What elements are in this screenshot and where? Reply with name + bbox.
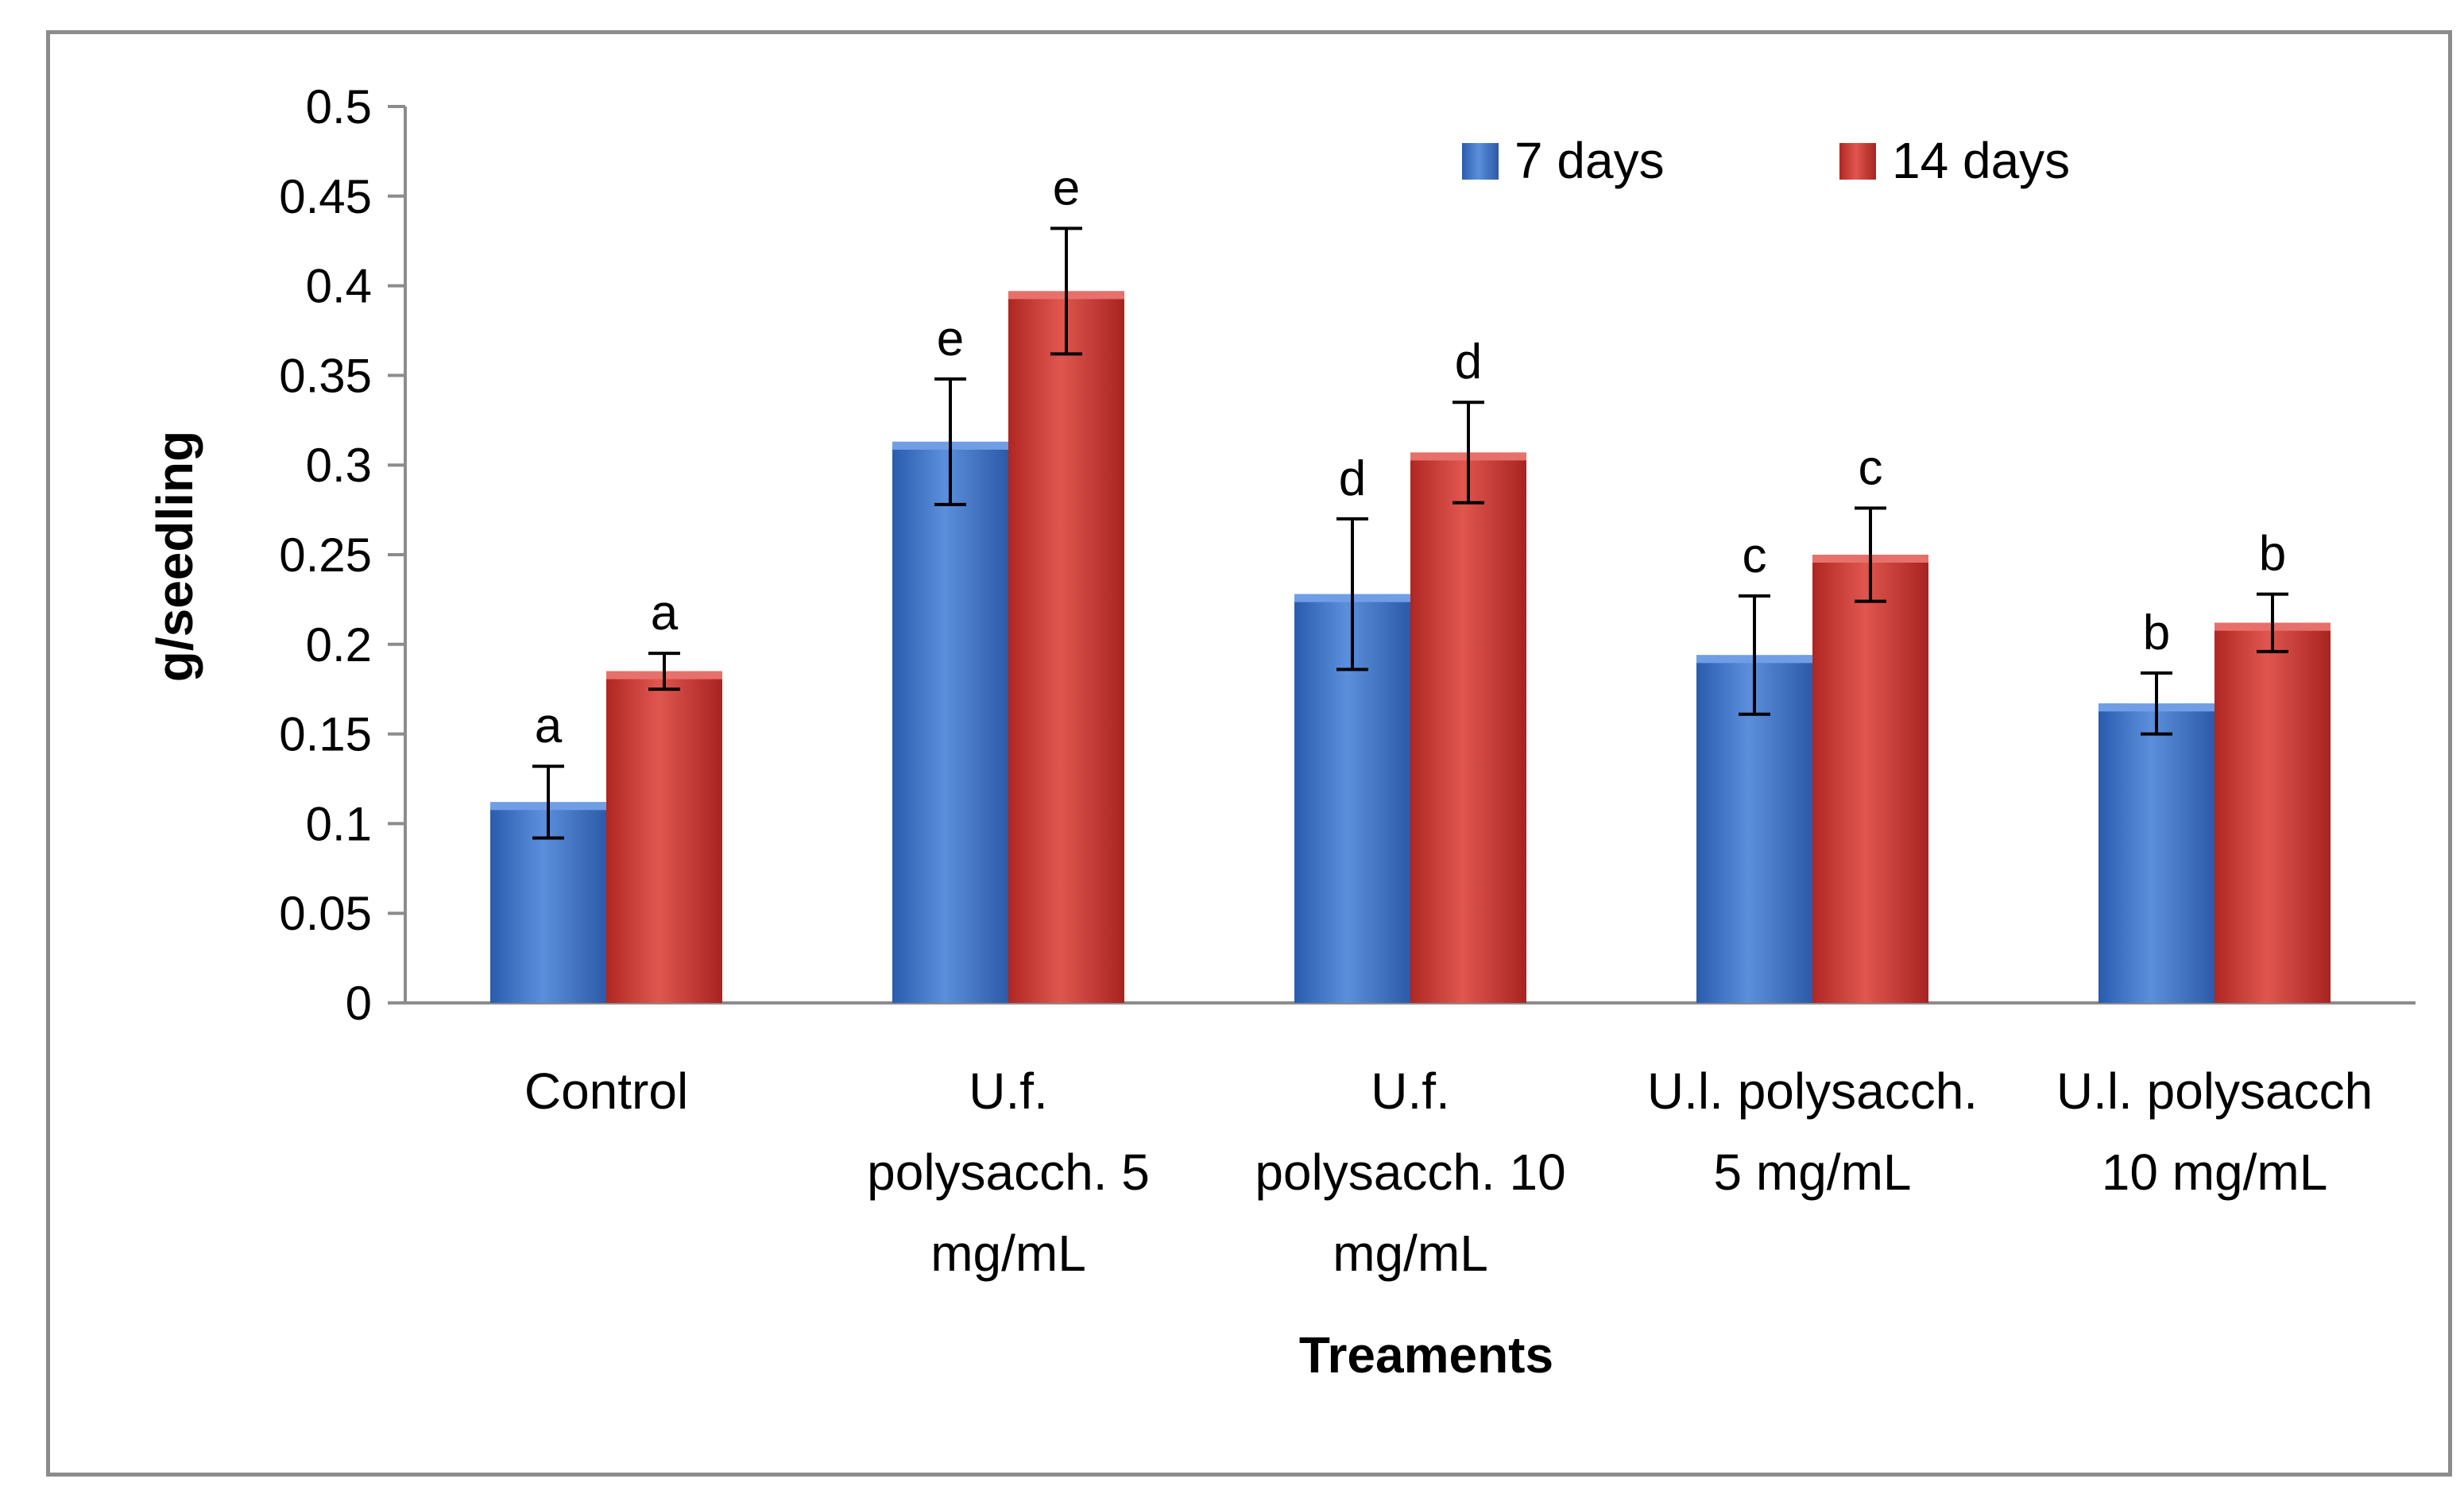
bar-7-days	[892, 441, 1008, 1003]
significance-label: d	[1455, 335, 1482, 389]
bar-14-days	[1812, 555, 1928, 1003]
category-label-line: mg/mL	[1333, 1225, 1488, 1282]
category-label: U.l. polysacch. 5 mg/mL	[1647, 1063, 1978, 1201]
category-label-line: U.l. polysacch.	[1647, 1063, 1978, 1120]
category-label-line: Control	[524, 1063, 688, 1120]
significance-label: e	[937, 312, 964, 366]
y-tick-label: 0.1	[306, 797, 372, 850]
significance-label: c	[1743, 528, 1767, 583]
category-label: U.l. polysacch 10 mg/mL	[2056, 1063, 2373, 1201]
bar-14-days	[1008, 291, 1124, 1003]
significance-labels: a e d c b a e d c b	[535, 161, 2286, 753]
y-tick-label: 0.35	[279, 349, 372, 402]
category-label: U.f. polysacch. 5 mg/mL	[867, 1063, 1150, 1282]
y-axis: 0 0.05 0.1 0.15 0.2 0.25 0.3 0.35 0.4 0.45 0.5	[279, 80, 407, 1030]
category-label-line: polysacch. 5	[867, 1144, 1150, 1201]
category-label-line: polysacch. 10	[1255, 1144, 1565, 1201]
significance-label: a	[535, 699, 563, 753]
legend: 7 days 14 days	[1462, 132, 2070, 189]
category-label: U.f. polysacch. 10 mg/mL	[1255, 1063, 1565, 1282]
category-label-line: U.l. polysacch	[2056, 1063, 2373, 1120]
significance-label: d	[1339, 451, 1366, 506]
significance-label: e	[1053, 161, 1080, 215]
significance-label: c	[1859, 440, 1883, 495]
category-label-line: U.f.	[1371, 1063, 1450, 1120]
y-tick-label: 0.5	[306, 80, 372, 134]
bar-14-days	[1410, 452, 1526, 1003]
category-label: Control	[524, 1063, 688, 1120]
x-axis-title: Treaments	[1299, 1326, 1553, 1384]
y-tick-label: 0.4	[306, 260, 372, 313]
significance-label: b	[2259, 527, 2286, 582]
y-tick-label: 0.2	[306, 618, 372, 672]
y-tick-label: 0.3	[306, 439, 372, 492]
legend-label: 7 days	[1514, 132, 1665, 189]
chart-frame	[46, 30, 2452, 1477]
significance-label: b	[2143, 606, 2170, 660]
category-labels: Control U.f. polysacch. 5 mg/mL U.f. polysacc…	[524, 1063, 2373, 1282]
y-tick-label: 0.05	[279, 887, 372, 940]
category-label-line: mg/mL	[930, 1225, 1086, 1282]
legend-swatch-7-days	[1462, 143, 1499, 180]
bars	[490, 291, 2331, 1003]
category-label-line: 10 mg/mL	[2102, 1144, 2328, 1201]
category-label-line: U.f.	[969, 1063, 1048, 1120]
bar-7-days	[2098, 703, 2215, 1003]
error-bars	[532, 226, 2288, 840]
y-axis-title: g/seedling	[146, 431, 203, 683]
legend-swatch-14-days	[1839, 143, 1876, 180]
y-tick-label: 0.25	[279, 528, 372, 582]
category-label-line: 5 mg/mL	[1714, 1144, 1912, 1201]
y-tick-label: 0.45	[279, 170, 372, 223]
y-tick-label: 0.15	[279, 708, 372, 761]
y-tick-label: 0	[346, 977, 372, 1030]
legend-label: 14 days	[1892, 132, 2070, 189]
significance-label: a	[651, 586, 679, 641]
bar-14-days	[2215, 622, 2331, 1003]
bar-14-days	[606, 671, 722, 1003]
